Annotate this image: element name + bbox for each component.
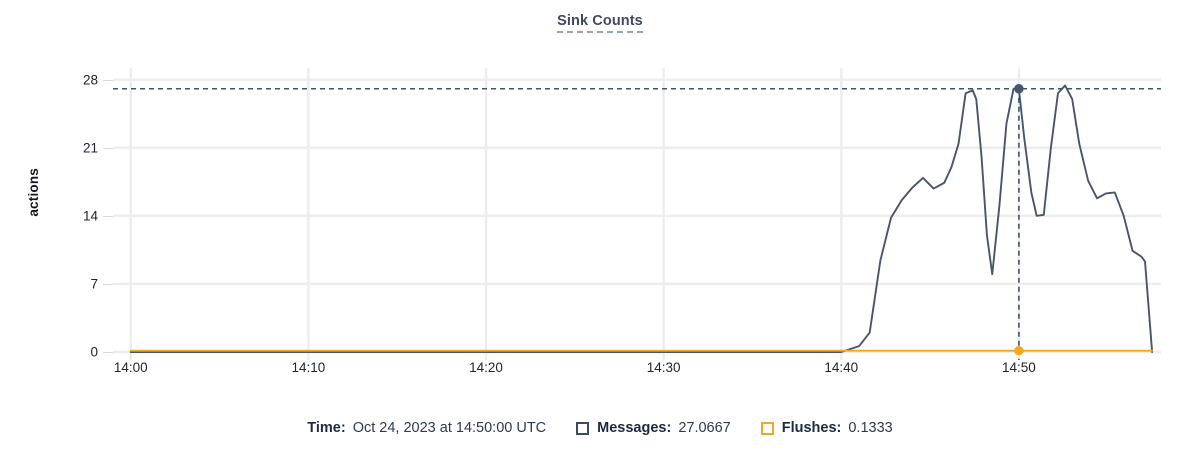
legend-value-messages: 27.0667 [678, 420, 731, 436]
y-tick-label: 0 [90, 344, 98, 360]
legend-swatch-messages-icon [576, 421, 590, 435]
chart-title-text: Sink Counts [557, 13, 643, 33]
y-tick-mark [103, 352, 113, 353]
legend-value-flushes: 0.1333 [848, 420, 893, 436]
x-tick-label: 14:30 [646, 360, 681, 375]
x-tick-label: 14:00 [113, 360, 148, 375]
y-tick-label: 21 [82, 140, 98, 156]
footer-time-label: Time: [307, 420, 346, 436]
data-point-marker-messages[interactable] [1014, 84, 1024, 94]
y-tick-mark [103, 283, 113, 285]
footer-time-value: Oct 24, 2023 at 14:50:00 UTC [352, 420, 547, 436]
data-point-marker-flushes[interactable] [1014, 346, 1024, 356]
y-tick-label: 7 [90, 276, 98, 292]
legend-label-flushes: Flushes: [781, 420, 842, 436]
y-tick-mark [103, 215, 113, 217]
y-tick-label: 14 [82, 208, 98, 224]
y-axis-tick-labels: 0 7 14 21 28 [52, 68, 98, 359]
chart-footer-legend: Time: Oct 24, 2023 at 14:50:00 UTC Messa… [0, 420, 1200, 436]
legend-swatch-flushes-icon [760, 421, 774, 435]
x-tick-label: 14:10 [291, 360, 326, 375]
x-tick-label: 14:40 [824, 360, 859, 375]
y-tick-label: 28 [82, 72, 98, 88]
footer-time: Time: Oct 24, 2023 at 14:50:00 UTC [307, 420, 546, 436]
legend-item-flushes[interactable]: Flushes: 0.1333 [760, 420, 893, 436]
legend-label-messages: Messages: [597, 420, 672, 436]
x-tick-label: 14:20 [469, 360, 503, 375]
legend-item-messages[interactable]: Messages: 27.0667 [576, 420, 731, 436]
x-tick-label: 14:50 [1001, 360, 1036, 375]
x-axis-tick-labels: 14:00 14:10 14:20 14:30 14:40 14:50 [113, 360, 1161, 386]
y-tick-mark [103, 147, 113, 149]
plot-area[interactable] [113, 68, 1161, 360]
chart-title: Sink Counts [0, 13, 1200, 33]
series-line-messages[interactable] [129, 84, 1154, 353]
y-tick-mark [103, 79, 113, 81]
y-axis-title: actions [26, 168, 41, 217]
plot-canvas[interactable] [113, 68, 1161, 360]
